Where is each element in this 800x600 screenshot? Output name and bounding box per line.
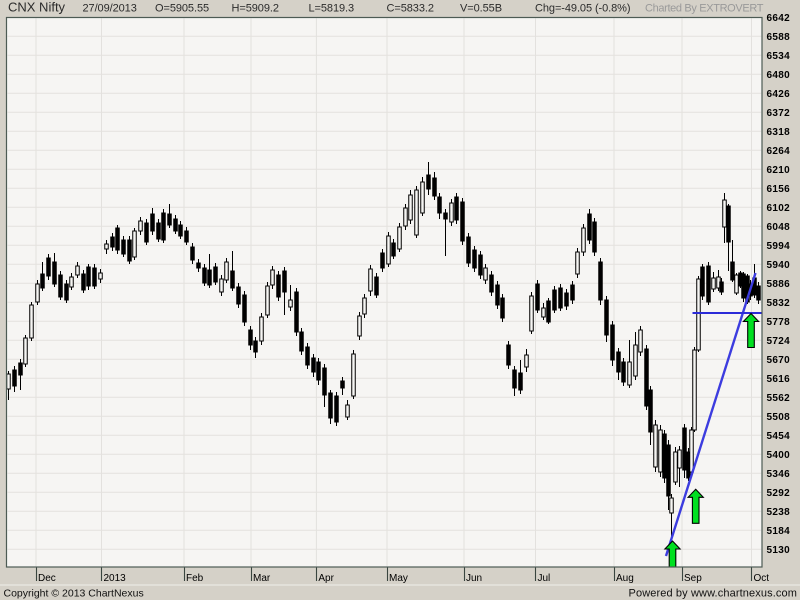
- svg-text:5130: 5130: [767, 545, 791, 556]
- svg-text:C=5833.2: C=5833.2: [387, 3, 434, 15]
- svg-text:6318: 6318: [767, 127, 791, 138]
- svg-text:6264: 6264: [767, 146, 791, 157]
- svg-text:H=5909.2: H=5909.2: [232, 3, 279, 15]
- svg-text:6534: 6534: [767, 51, 791, 62]
- svg-text:6426: 6426: [767, 89, 791, 100]
- svg-text:Jul: Jul: [538, 573, 551, 584]
- svg-text:O=5905.55: O=5905.55: [155, 3, 209, 15]
- svg-text:6480: 6480: [767, 70, 791, 81]
- svg-text:6210: 6210: [767, 165, 791, 176]
- svg-text:Oct: Oct: [754, 573, 770, 584]
- svg-text:Jun: Jun: [466, 573, 482, 584]
- svg-text:5724: 5724: [767, 336, 791, 347]
- svg-text:6372: 6372: [767, 108, 791, 119]
- svg-text:6102: 6102: [767, 203, 791, 214]
- svg-text:5994: 5994: [767, 241, 791, 252]
- svg-text:5832: 5832: [767, 298, 791, 309]
- svg-text:Aug: Aug: [616, 573, 634, 584]
- svg-text:L=5819.3: L=5819.3: [309, 3, 355, 15]
- svg-text:2013: 2013: [104, 573, 127, 584]
- svg-text:5940: 5940: [767, 260, 791, 271]
- svg-text:5400: 5400: [767, 450, 791, 461]
- svg-text:6588: 6588: [767, 32, 791, 43]
- svg-text:Dec: Dec: [38, 573, 56, 584]
- svg-text:6048: 6048: [767, 222, 791, 233]
- svg-text:Charted By EXTROVERT: Charted By EXTROVERT: [645, 3, 764, 15]
- svg-text:Copyright © 2013 ChartNexus: Copyright © 2013 ChartNexus: [4, 588, 144, 600]
- svg-text:Chg=-49.05 (-0.8%): Chg=-49.05 (-0.8%): [535, 3, 630, 15]
- svg-text:Sep: Sep: [684, 573, 702, 584]
- svg-text:6642: 6642: [767, 13, 791, 24]
- svg-text:Apr: Apr: [318, 573, 334, 584]
- svg-text:CNX Nifty: CNX Nifty: [8, 0, 66, 15]
- svg-text:27/09/2013: 27/09/2013: [83, 3, 137, 15]
- svg-text:5238: 5238: [767, 507, 791, 518]
- svg-text:5508: 5508: [767, 412, 791, 423]
- svg-text:5292: 5292: [767, 488, 791, 499]
- svg-text:Mar: Mar: [253, 573, 271, 584]
- svg-text:5616: 5616: [767, 374, 791, 385]
- svg-text:May: May: [389, 573, 408, 584]
- svg-text:5562: 5562: [767, 393, 791, 404]
- svg-text:5778: 5778: [767, 317, 791, 328]
- svg-text:5346: 5346: [767, 469, 791, 480]
- svg-text:5670: 5670: [767, 355, 791, 366]
- svg-text:Powered by www.chartnexus.com: Powered by www.chartnexus.com: [629, 588, 798, 600]
- svg-text:5184: 5184: [767, 526, 791, 537]
- svg-text:Feb: Feb: [186, 573, 204, 584]
- svg-text:6156: 6156: [767, 184, 791, 195]
- svg-text:5886: 5886: [767, 279, 791, 290]
- svg-text:V=0.55B: V=0.55B: [460, 3, 502, 15]
- svg-text:5454: 5454: [767, 431, 791, 442]
